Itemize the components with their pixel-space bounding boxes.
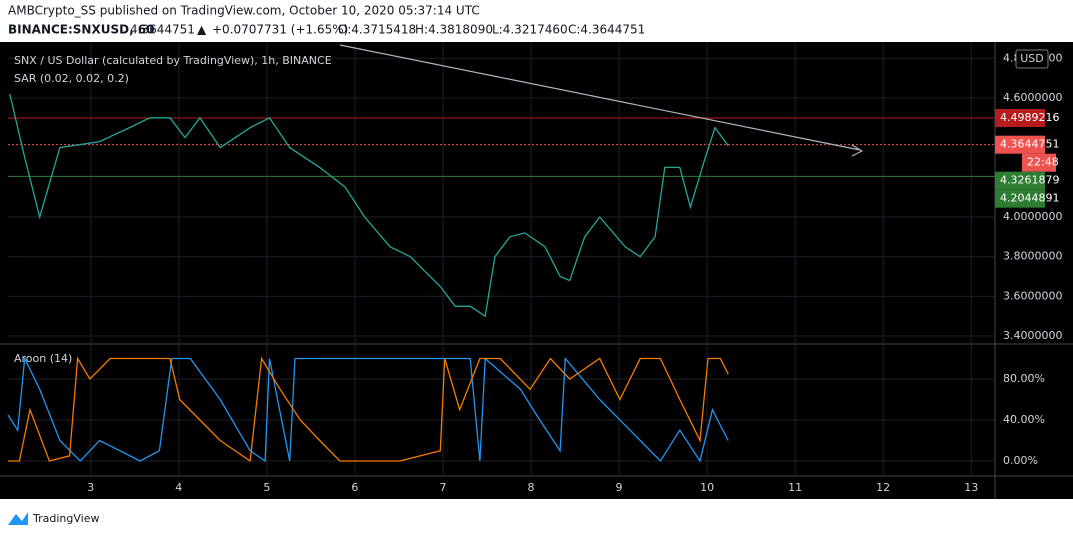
x-tick-label: 8 <box>527 481 534 494</box>
symbol-legend: SNX / US Dollar (calculated by TradingVi… <box>14 54 332 67</box>
brand: TradingView <box>32 512 99 525</box>
currency-box[interactable] <box>1015 49 1049 69</box>
price-badge <box>995 171 1045 190</box>
chart-area <box>0 42 1073 499</box>
series-line <box>8 356 729 463</box>
x-tick-label: 6 <box>351 481 358 494</box>
price-badge-label: 4.2044891 <box>1000 192 1060 205</box>
x-tick-label: 11 <box>788 481 802 494</box>
y-tick-label: 0.00% <box>1003 454 1038 467</box>
y-tick-label: 3.4000000 <box>1003 329 1063 342</box>
price-badge-label: 4.4989216 <box>1000 111 1060 124</box>
countdown-badge <box>1022 153 1056 172</box>
x-tick-label: 7 <box>439 481 446 494</box>
trend-line <box>339 44 861 151</box>
trend-arrow <box>851 144 864 157</box>
symbol: BINANCE:SNXUSD, 60 <box>8 23 155 37</box>
x-tick-label: 10 <box>700 481 714 494</box>
change: +0.0707731 (+1.65%) <box>212 23 348 37</box>
price-badge-label: 4.3644751 <box>1000 138 1060 151</box>
price-badge <box>995 189 1045 208</box>
y-tick-label: 3.6000000 <box>1003 289 1063 302</box>
logo <box>8 512 28 525</box>
series-line <box>7 356 729 463</box>
last-price: 4.3644751 <box>130 23 195 37</box>
up-arrow: ▲ <box>197 23 207 37</box>
y-tick-label: 3.8000000 <box>1003 250 1063 263</box>
footer <box>0 499 1073 537</box>
y-tick-label: 80.00% <box>1003 372 1045 385</box>
published-line: AMBCrypto_SS published on TradingView.co… <box>8 4 480 18</box>
x-tick-label: 12 <box>876 481 890 494</box>
close: C:4.3644751 <box>568 23 645 37</box>
x-tick-label: 4 <box>175 481 182 494</box>
open: O:4.3715418 <box>338 23 416 37</box>
y-tick-label: 40.00% <box>1003 413 1045 426</box>
countdown: 22:48 <box>1027 156 1059 169</box>
x-tick-label: 9 <box>616 481 623 494</box>
y-tick-label: 4.0000000 <box>1003 210 1063 223</box>
price-badge <box>995 109 1045 128</box>
x-tick-label: 13 <box>964 481 978 494</box>
currency[interactable]: USD <box>1020 52 1044 65</box>
series-line <box>9 93 729 318</box>
low: L:4.3217460 <box>492 23 568 37</box>
price-badge-label: 4.3261879 <box>1000 174 1060 187</box>
x-tick-label: 5 <box>263 481 270 494</box>
price-badge <box>995 135 1045 154</box>
x-tick-label: 3 <box>87 481 94 494</box>
y-tick-label: 4.6000000 <box>1003 91 1063 104</box>
sar-legend: SAR (0.02, 0.02, 0.2) <box>14 72 129 85</box>
high: H:4.3818090 <box>415 23 493 37</box>
aroon-legend: Aroon (14) <box>14 352 72 365</box>
